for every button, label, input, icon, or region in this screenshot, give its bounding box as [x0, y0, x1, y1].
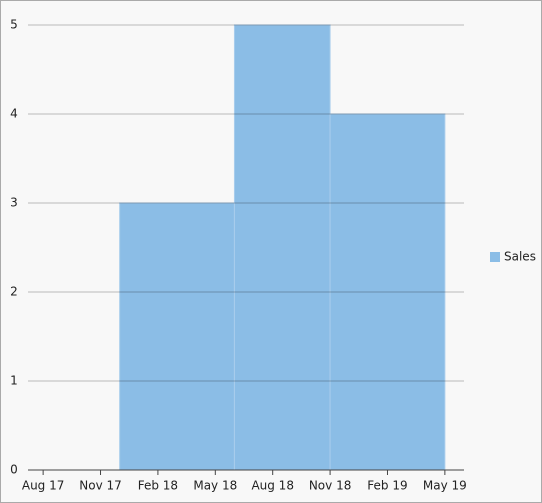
- y-tick-label: 2: [10, 285, 18, 299]
- x-tick-label: Nov 17: [79, 479, 122, 493]
- x-tick-label: Feb 18: [138, 479, 178, 493]
- x-tick-label: Aug 17: [22, 479, 65, 493]
- y-tick-label: 3: [10, 196, 18, 210]
- bar: [119, 202, 235, 471]
- x-tick-label: Aug 18: [251, 479, 294, 493]
- y-tick-label: 4: [10, 107, 18, 121]
- legend-swatch: [490, 252, 500, 262]
- x-tick-label: Nov 18: [309, 479, 352, 493]
- y-tick-label: 5: [10, 18, 18, 32]
- bar: [233, 24, 331, 471]
- x-tick-label: May 19: [423, 479, 467, 493]
- y-tick-label: 0: [10, 463, 18, 477]
- y-tick-label: 1: [10, 374, 18, 388]
- x-tick-label: Feb 19: [367, 479, 407, 493]
- legend-label: Sales: [504, 250, 536, 264]
- bar: [329, 113, 446, 471]
- x-tick-label: May 18: [193, 479, 237, 493]
